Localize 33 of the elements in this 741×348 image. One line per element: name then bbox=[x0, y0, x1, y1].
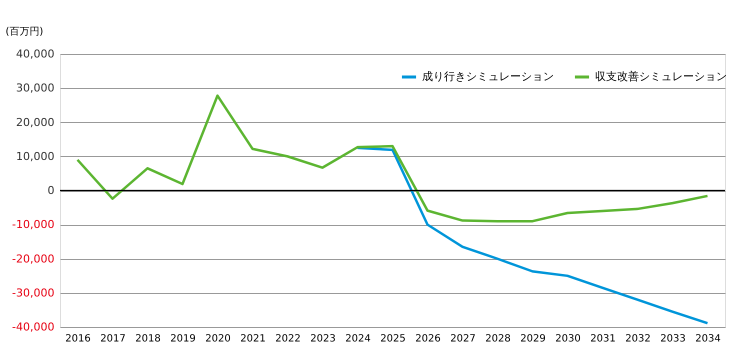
x-tick-label: 2023 bbox=[310, 334, 336, 344]
x-tick-label: 2034 bbox=[695, 334, 721, 344]
x-tick-label: 2028 bbox=[485, 334, 511, 344]
legend-label: 収支改善シミュレーション bbox=[595, 70, 727, 83]
x-tick-label: 2032 bbox=[625, 334, 651, 344]
line-series bbox=[356, 146, 709, 324]
x-tick-label: 2033 bbox=[660, 334, 686, 344]
y-tick-label: 0 bbox=[48, 184, 54, 197]
y-tick-label: 30,000 bbox=[16, 82, 54, 95]
x-tick-label: 2019 bbox=[170, 334, 196, 344]
x-tick-label: 2025 bbox=[380, 334, 406, 344]
y-tick-label: -40,000 bbox=[12, 320, 54, 334]
y-axis-title: (百万円) bbox=[6, 26, 44, 38]
y-tick-label: -20,000 bbox=[12, 252, 54, 266]
x-tick-label: 2030 bbox=[555, 334, 581, 344]
x-tick-label: 2016 bbox=[65, 334, 91, 344]
x-tick-label: 2031 bbox=[590, 334, 616, 344]
x-tick-label: 2022 bbox=[275, 334, 301, 344]
y-tick-label: -10,000 bbox=[12, 218, 54, 232]
x-tick-label: 2021 bbox=[240, 334, 266, 344]
y-tick-label: -30,000 bbox=[12, 286, 54, 300]
x-tick-label: 2029 bbox=[520, 334, 546, 344]
x-tick-label: 2020 bbox=[205, 334, 231, 344]
y-tick-label: 10,000 bbox=[16, 150, 54, 163]
x-tick-label: 2017 bbox=[100, 334, 126, 344]
legend-label: 成り行きシミュレーション bbox=[422, 70, 554, 83]
x-tick-label: 2024 bbox=[345, 334, 371, 344]
x-tick-label: 2018 bbox=[135, 334, 161, 344]
y-tick-label: 40,000 bbox=[16, 48, 54, 60]
x-tick-label: 2026 bbox=[415, 334, 441, 344]
y-tick-label: 20,000 bbox=[16, 116, 54, 129]
x-tick-label: 2027 bbox=[450, 334, 476, 344]
line-series bbox=[76, 94, 709, 222]
